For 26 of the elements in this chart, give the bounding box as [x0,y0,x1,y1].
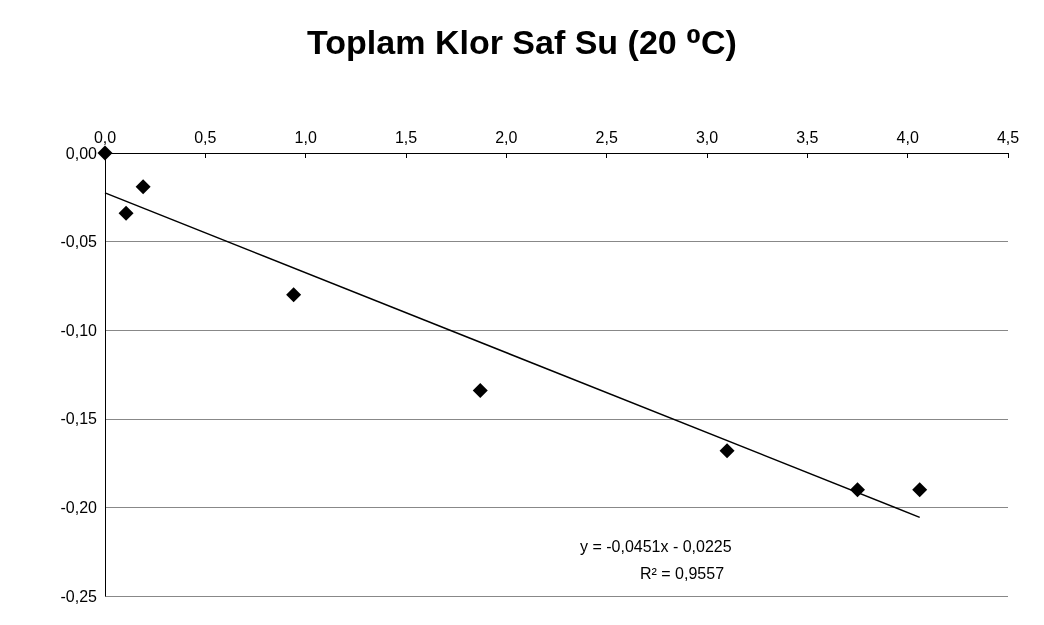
x-tick-label: 0,0 [93,128,117,146]
point [118,205,134,221]
point [472,382,488,398]
y-tick-label: -0,20 [60,498,98,516]
y-tick-label: -0,05 [60,233,98,251]
x-tick-label: 2,0 [495,128,518,146]
x-tick-label: 4,5 [996,128,1020,146]
chart-title: Toplam Klor Saf Su (20 ⁰C) [307,23,737,61]
point [912,482,928,498]
annotation: y = -0,0451x - 0,0225 [580,537,732,555]
point [286,287,302,303]
x-tick-label: 1,5 [394,128,418,146]
point [97,145,113,161]
y-tick-label: -0,25 [60,587,98,605]
y-tick-label: 0,00 [65,144,98,162]
x-tick-label: 3,5 [796,128,819,146]
point [719,443,735,459]
y-tick-label: -0,10 [60,321,98,339]
x-tick-label: 2,5 [595,128,618,146]
x-tick-label: 1,0 [294,128,317,146]
x-tick-label: 0,5 [194,128,217,146]
y-tick-label: -0,15 [60,410,98,428]
x-tick-label: 4,0 [896,128,919,146]
annotation: R² = 0,9557 [640,564,725,582]
point [135,179,151,195]
x-tick-label: 3,0 [695,128,719,146]
